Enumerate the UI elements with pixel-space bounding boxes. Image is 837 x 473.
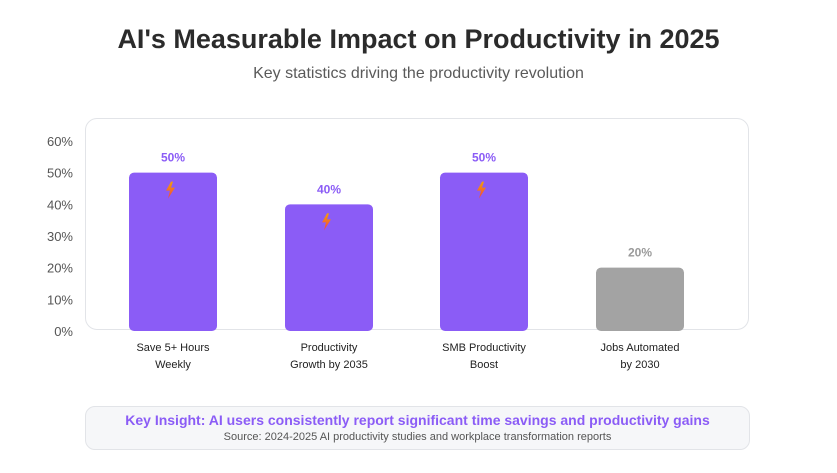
data-label: 50% xyxy=(472,151,496,165)
y-tick-label: 50% xyxy=(47,166,73,181)
x-tick-label: Jobs Automated xyxy=(601,342,680,354)
x-tick-label: Boost xyxy=(470,359,498,371)
bar xyxy=(285,204,373,331)
lightning-icon xyxy=(322,213,331,231)
bar xyxy=(129,172,217,331)
bar xyxy=(596,267,684,331)
x-tick-label: Growth by 2035 xyxy=(290,359,368,371)
key-insight-box: Key Insight: AI users consistently repor… xyxy=(85,406,750,450)
bar-chart: 0% 10% 20% 30% 40% 50% 60% 50% 40% 50% 20% Save 5… xyxy=(47,134,684,371)
y-tick-label: 60% xyxy=(47,134,73,149)
y-tick-label: 30% xyxy=(47,229,73,244)
y-tick-label: 0% xyxy=(54,324,73,339)
y-tick-label: 40% xyxy=(47,197,73,212)
key-insight-text: Key Insight: AI users consistently repor… xyxy=(125,412,710,428)
x-tick-label: Productivity xyxy=(301,342,358,354)
data-label: 50% xyxy=(161,151,185,165)
x-tick-label: by 2030 xyxy=(620,359,659,371)
x-tick-label: SMB Productivity xyxy=(442,342,526,354)
bar xyxy=(440,172,528,331)
y-tick-label: 20% xyxy=(47,261,73,276)
chart-title: AI's Measurable Impact on Productivity i… xyxy=(117,24,720,54)
y-axis: 0% 10% 20% 30% 40% 50% 60% xyxy=(47,134,73,339)
data-label: 40% xyxy=(317,182,341,196)
x-tick-label: Weekly xyxy=(155,359,191,371)
x-axis: Save 5+ Hours Weekly Productivity Growth by… xyxy=(136,342,679,371)
source-note: Source: 2024-2025 AI productivity studie… xyxy=(223,431,612,443)
chart-subtitle: Key statistics driving the productivity … xyxy=(253,65,584,82)
lightning-icon xyxy=(166,181,175,199)
x-tick-label: Save 5+ Hours xyxy=(136,342,210,354)
bars: 50% 40% 50% 20% xyxy=(129,151,684,331)
data-label: 20% xyxy=(628,246,652,260)
y-tick-label: 10% xyxy=(47,292,73,307)
lightning-icon xyxy=(477,181,486,199)
